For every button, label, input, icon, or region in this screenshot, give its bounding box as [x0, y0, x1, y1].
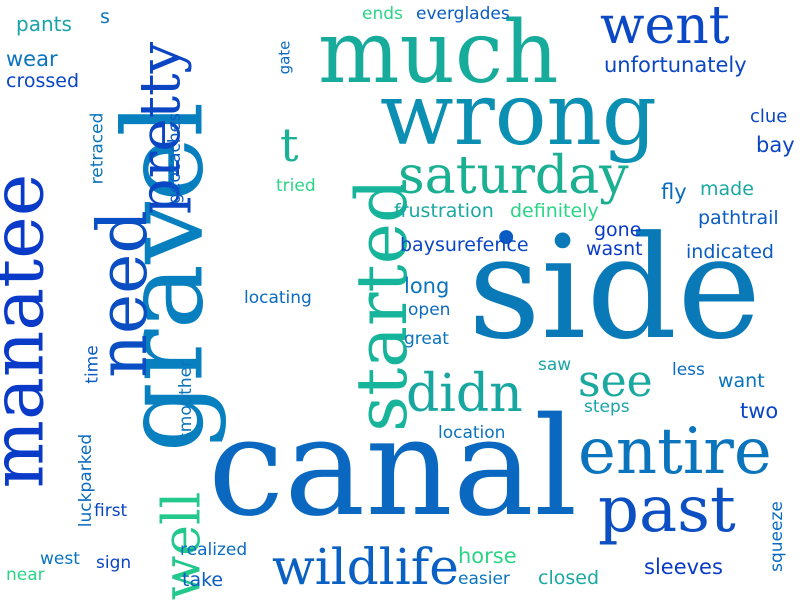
word-open: open	[408, 300, 451, 320]
word-baysurefence: baysurefence	[400, 234, 529, 256]
word-pathtrail: pathtrail	[698, 207, 779, 229]
word-crossed: crossed	[6, 70, 80, 92]
word-s: s	[100, 6, 110, 28]
word-luckparked: luckparked	[76, 433, 97, 528]
word-indicated: indicated	[686, 241, 774, 263]
word-smoother: smoother	[176, 359, 197, 442]
word-wasnt: wasnt	[586, 238, 643, 260]
word-wrong: wrong	[380, 65, 657, 165]
word-ends: ends	[362, 4, 403, 24]
word-squeeze: squeeze	[766, 501, 787, 572]
word-pants: pants	[16, 12, 72, 36]
word-clue: clue	[750, 106, 788, 127]
word-entire: entire	[578, 415, 772, 489]
word-frustration: frustration	[394, 200, 494, 222]
word-locating: locating	[244, 288, 312, 308]
word-want: want	[718, 370, 765, 392]
word-see: see	[578, 356, 653, 407]
word-saturday: saturday	[398, 146, 629, 206]
word-side: side	[468, 206, 762, 371]
word-bay: bay	[756, 133, 795, 157]
word-tried: tried	[276, 176, 316, 196]
word-made: made	[700, 178, 754, 200]
word-two: two	[740, 399, 779, 423]
word-sleeves: sleeves	[644, 555, 723, 579]
word-less: less	[672, 360, 705, 380]
word-first: first	[94, 501, 128, 521]
word-closed: closed	[538, 567, 599, 589]
word-sign: sign	[96, 553, 132, 573]
word-location: location	[438, 423, 506, 443]
word-gate: gate	[275, 40, 294, 75]
word-unfortunately: unfortunately	[604, 53, 747, 77]
word-everglades: everglades	[416, 4, 510, 24]
word-didn: didn	[406, 364, 523, 424]
word-take: take	[182, 569, 224, 591]
word-definitely: definitely	[510, 200, 599, 222]
word-steps: steps	[584, 397, 630, 417]
word-near: near	[6, 565, 45, 585]
word-went: went	[600, 0, 730, 56]
word-t: t	[280, 118, 299, 172]
word-saw: saw	[538, 355, 572, 375]
word-canal: canal	[208, 389, 578, 547]
word-retraced: retraced	[87, 112, 108, 185]
word-easier: easier	[458, 569, 510, 589]
word-horse: horse	[458, 544, 517, 568]
word-geocaches: geocaches	[164, 113, 185, 204]
word-realized: realized	[180, 540, 248, 560]
word-wildlife: wildlife	[272, 538, 459, 596]
word-long: long	[404, 274, 450, 298]
word-time: time	[82, 345, 103, 384]
word-dot: •	[492, 211, 521, 267]
word-manatee: manatee	[0, 173, 60, 489]
word-great: great	[404, 329, 449, 349]
word-past: past	[598, 473, 736, 547]
word-gone: gone	[594, 219, 642, 241]
word-wear: wear	[6, 47, 58, 71]
word-fly: fly	[661, 180, 687, 204]
word-much: much	[318, 3, 559, 103]
word-west: west	[40, 549, 80, 569]
